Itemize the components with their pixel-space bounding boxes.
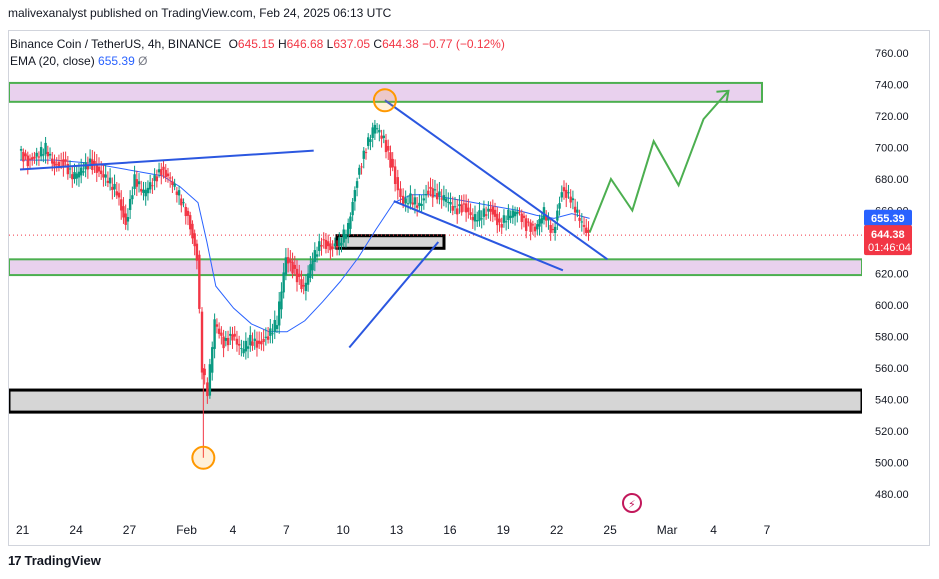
tradingview-logo-icon: 17: [8, 553, 22, 568]
legend-low: 637.05: [333, 37, 371, 51]
legend-close-label: C: [373, 37, 383, 51]
legend-symbol-row: Binance Coin / TetherUS, 4h, BINANCE O64…: [10, 36, 505, 53]
legend-close: 644.38: [382, 37, 419, 51]
legend-change: −0.77 (−0.12%): [422, 37, 505, 51]
chart-legend: Binance Coin / TetherUS, 4h, BINANCE O64…: [10, 36, 505, 70]
chart-pane[interactable]: [8, 30, 930, 546]
legend-ema-row: EMA (20, close) 655.39 Ø: [10, 53, 505, 70]
legend-symbol: Binance Coin / TetherUS, 4h, BINANCE: [10, 37, 222, 51]
legend-ema-suffix: Ø: [138, 54, 148, 68]
publish-header: malivexanalyst published on TradingView.…: [8, 6, 392, 20]
legend-open-label: O: [228, 37, 238, 51]
tradingview-footer[interactable]: 17 TradingView: [8, 553, 101, 568]
legend-high: 646.68: [286, 37, 324, 51]
legend-ema-label: EMA (20, close): [10, 54, 95, 68]
legend-ema-value: 655.39: [98, 54, 135, 68]
tradingview-brand: TradingView: [24, 553, 101, 568]
legend-low-label: L: [326, 37, 334, 51]
legend-high-label: H: [277, 37, 287, 51]
legend-open: 645.15: [237, 37, 275, 51]
